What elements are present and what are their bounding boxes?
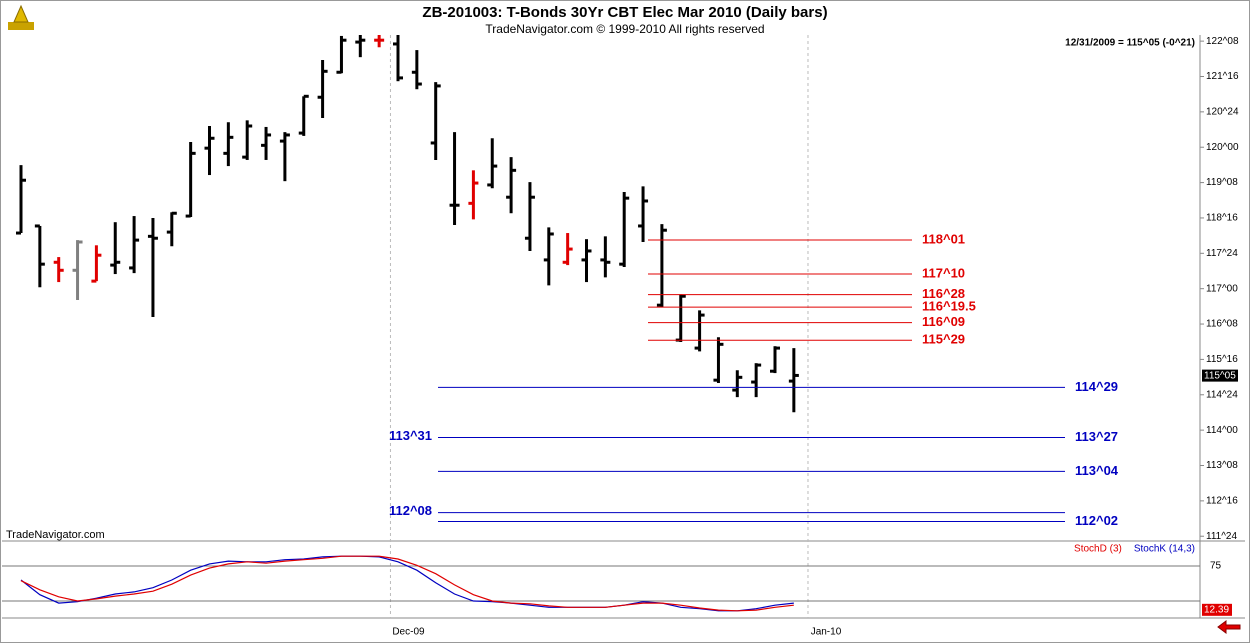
y-tick-label: 117^24 <box>1206 248 1238 259</box>
x-tick-label: Dec-09 <box>392 627 425 638</box>
level-label: 116^09 <box>922 314 965 329</box>
level-label: 112^08 <box>389 503 432 518</box>
y-tick-label: 120^00 <box>1206 142 1239 153</box>
y-tick-label: 115^16 <box>1206 354 1238 365</box>
y-tick-label: 111^24 <box>1206 531 1237 542</box>
y-tick-label: 114^24 <box>1206 389 1238 400</box>
last-price-box <box>1202 369 1238 382</box>
level-label: 115^29 <box>922 332 965 347</box>
last-price-label: 115^05 <box>1204 370 1236 381</box>
y-tick-label: 113^08 <box>1206 460 1238 471</box>
last-value-label: 12.39 <box>1204 604 1229 615</box>
stoch-line <box>20 555 794 612</box>
level-annotation: 113^31 <box>389 428 432 443</box>
level-label: 112^02 <box>1075 513 1118 528</box>
y-tick-label: 75 <box>1210 561 1222 572</box>
logo <box>8 4 34 30</box>
level-label: 113^04 <box>1075 463 1119 478</box>
y-tick-label: 120^24 <box>1206 106 1239 117</box>
legend-entry: StochD (3) <box>1074 544 1122 555</box>
y-tick-label: 118^16 <box>1206 213 1238 224</box>
y-tick-label: 114^00 <box>1206 425 1238 436</box>
level-label: 116^28 <box>922 286 965 301</box>
level-label: 117^10 <box>922 265 965 280</box>
y-tick-label: 121^16 <box>1206 71 1239 82</box>
scroll-arrow[interactable] <box>1217 620 1241 634</box>
y-tick-label: 119^08 <box>1206 177 1238 188</box>
y-tick-label: 117^00 <box>1206 283 1238 294</box>
x-tick-label: Jan-10 <box>811 627 842 638</box>
level-label: 118^01 <box>922 231 965 246</box>
chart-title: ZB-201003: T-Bonds 30Yr CBT Elec Mar 201… <box>422 4 827 21</box>
y-tick-label: 112^16 <box>1206 496 1238 507</box>
info-line: 12/31/2009 = 115^05 (-0^21) <box>1065 38 1195 49</box>
level-label: 113^27 <box>1075 429 1118 444</box>
chart-subtitle: TradeNavigator.com © 1999-2010 All right… <box>485 22 764 36</box>
level-label: 114^29 <box>1075 379 1118 394</box>
y-tick-label: 116^08 <box>1206 319 1238 330</box>
legend-entry: StochK (14,3) <box>1134 544 1195 555</box>
y-tick-label: 122^08 <box>1206 36 1239 47</box>
watermark: TradeNavigator.com <box>6 529 105 541</box>
last-value-box <box>1202 603 1232 616</box>
level-label: 116^19.5 <box>922 299 976 314</box>
